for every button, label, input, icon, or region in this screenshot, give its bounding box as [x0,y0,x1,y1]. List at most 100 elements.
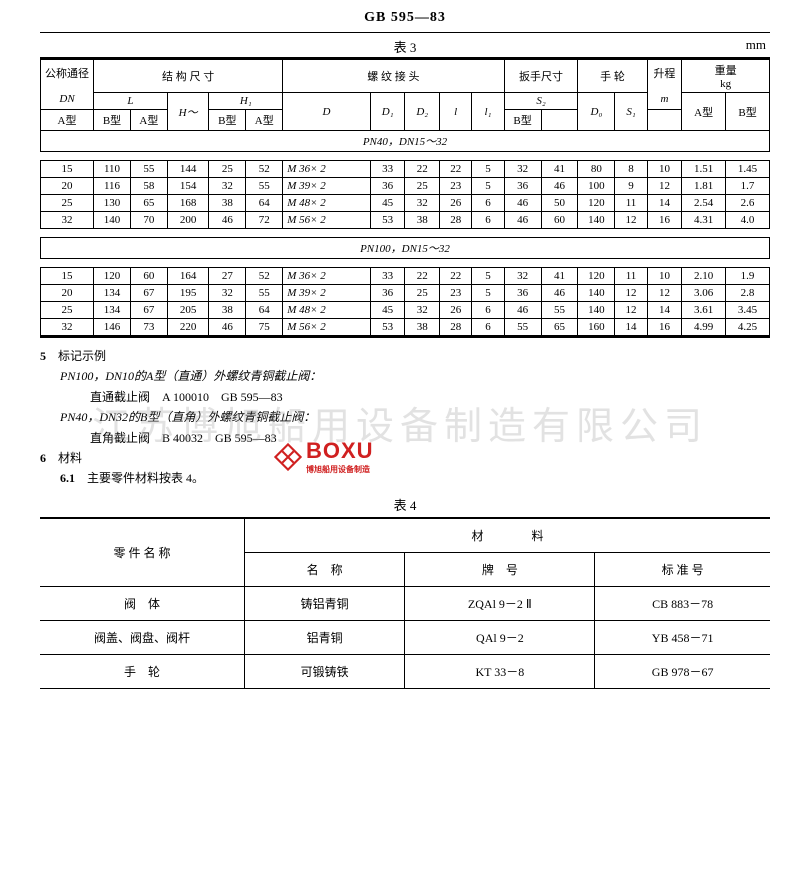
cell-D1: 33 [370,161,405,178]
table-row: 25130651683864M 48× 24532266465012011142… [41,195,770,212]
cell-S2B: 41 [541,161,578,178]
h-S1: S₁ [615,93,647,131]
standard-header: GB 595—83 [40,10,770,26]
cell-H1B: 52 [246,268,283,285]
table-row: 32140702004672M 56× 25338286466014012164… [41,212,770,229]
t4-h-name: 名 称 [244,552,405,586]
cell-S2A: 32 [504,161,541,178]
t4-h-part: 零 件 名 称 [40,518,244,587]
cell-H1B: 55 [246,178,283,195]
cell-WA: 2.54 [682,195,726,212]
cell-H1B: 72 [246,212,283,229]
cell-D1: 45 [370,302,405,319]
cell-std: CB 883－78 [595,586,770,620]
cell-D: M 36× 2 [283,161,371,178]
cell-S2A: 55 [504,319,541,336]
cell-D: M 48× 2 [283,195,371,212]
table-row: 20116581543255M 39× 2362523536461009121.… [41,178,770,195]
cell-D0: 80 [578,161,615,178]
note5-line1: PN100，DN10的A型（直通）外螺纹青铜截止阀： [60,369,321,383]
cell-dn: 15 [41,268,94,285]
cell-D: M 56× 2 [283,212,371,229]
cell-H: 200 [167,212,209,229]
cell-l1: 6 [472,319,504,336]
cell-D2: 22 [405,161,440,178]
cell-D1: 33 [370,268,405,285]
cell-H1A: 38 [209,302,246,319]
note5-line3: PN40，DN32的B型（直角）外螺纹青铜截止阀： [60,410,315,424]
cell-name: 铸铝青铜 [244,586,405,620]
cell-part: 阀 体 [40,586,244,620]
cell-l: 26 [440,302,472,319]
h-LA: A型 [41,110,94,131]
cell-m: 12 [647,285,682,302]
table3-unit: mm [746,37,766,53]
cell-part: 阀盖、阀盘、阀杆 [40,620,244,654]
cell-D1: 53 [370,319,405,336]
cell-D0: 100 [578,178,615,195]
cell-LA: 134 [94,302,131,319]
cell-S2B: 65 [541,319,578,336]
cell-WB: 4.0 [726,212,770,229]
table4-caption: 表 4 [40,495,770,514]
table3-body: PN40，DN15～3215110551442552M 36× 23322225… [41,131,770,336]
cell-l: 23 [440,178,472,195]
cell-LA: 130 [94,195,131,212]
cell-H1B: 52 [246,161,283,178]
note61-text: 主要零件材料按表 4。 [87,471,204,485]
note5-line4: 直角截止阀 B 40032 GB 595—83 [90,428,770,448]
cell-S2B: 41 [541,268,578,285]
cell-WA: 1.51 [682,161,726,178]
note6-num: 6 [40,451,46,465]
cell-D0: 120 [578,195,615,212]
cell-H1A: 32 [209,178,246,195]
cell-name: 可锻铸铁 [244,654,405,688]
cell-S1: 14 [615,319,647,336]
cell-m: 14 [647,302,682,319]
t4-h-material: 材 料 [244,518,770,553]
cell-dn: 25 [41,302,94,319]
cell-WA: 4.31 [682,212,726,229]
cell-l1: 5 [472,161,504,178]
cell-LB: 58 [130,178,167,195]
cell-S2B: 60 [541,212,578,229]
table3-caption-row: 表 3 mm [40,37,770,53]
h-wheel: 手 轮 [578,60,647,93]
h-weight: 重量kg [682,60,770,93]
cell-LB: 67 [130,302,167,319]
section-title: PN100，DN15～32 [41,238,770,259]
cell-S2B: 55 [541,302,578,319]
cell-H: 168 [167,195,209,212]
h-structure: 结 构 尺 寸 [94,60,283,93]
cell-l: 22 [440,268,472,285]
table3: 公称通径DN 结 构 尺 寸 螺 纹 接 头 扳手尺寸 手 轮 升程m 重量kg… [40,59,770,336]
cell-D: M 56× 2 [283,319,371,336]
cell-S2B: 46 [541,285,578,302]
cell-grade: KT 33－8 [405,654,595,688]
cell-H1A: 46 [209,212,246,229]
cell-std: YB 458－71 [595,620,770,654]
table3-head: 公称通径DN 结 构 尺 寸 螺 纹 接 头 扳手尺寸 手 轮 升程m 重量kg… [41,60,770,131]
cell-WB: 1.45 [726,161,770,178]
cell-S1: 9 [615,178,647,195]
table-row: 20134671953255M 39× 23625235364614012123… [41,285,770,302]
cell-m: 12 [647,178,682,195]
cell-D2: 38 [405,319,440,336]
cell-std: GB 978－67 [595,654,770,688]
cell-H1B: 75 [246,319,283,336]
cell-LA: 146 [94,319,131,336]
cell-D2: 38 [405,212,440,229]
cell-LB: 55 [130,161,167,178]
cell-S1: 12 [615,285,647,302]
h-l1: l₁ [472,93,504,131]
cell-D2: 32 [405,195,440,212]
cell-dn: 20 [41,178,94,195]
cell-WB: 3.45 [726,302,770,319]
cell-dn: 32 [41,212,94,229]
cell-D1: 36 [370,285,405,302]
cell-WB: 1.7 [726,178,770,195]
cell-WB: 2.8 [726,285,770,302]
cell-D2: 32 [405,302,440,319]
cell-D: M 39× 2 [283,285,371,302]
cell-LB: 73 [130,319,167,336]
